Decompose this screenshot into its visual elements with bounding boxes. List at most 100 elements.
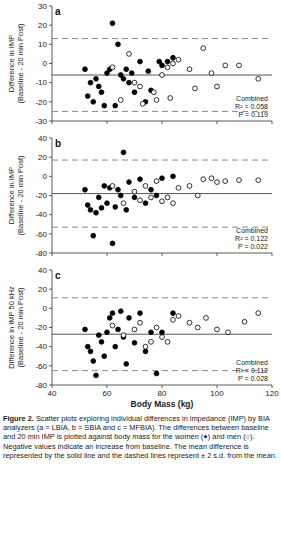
y-tick — [49, 101, 52, 102]
point — [83, 187, 88, 192]
point — [110, 311, 115, 316]
point — [171, 317, 176, 322]
point — [96, 84, 101, 89]
y-tick-label: 0 — [43, 172, 48, 181]
point — [176, 57, 181, 62]
point — [118, 98, 123, 103]
point — [149, 330, 154, 335]
x-tick — [107, 385, 108, 388]
point — [215, 84, 220, 89]
point — [165, 195, 170, 200]
point — [121, 76, 126, 81]
y-tick — [49, 63, 52, 64]
point — [102, 354, 107, 359]
point — [85, 94, 90, 99]
point — [124, 362, 129, 367]
point — [187, 184, 192, 189]
point — [256, 311, 261, 316]
point — [132, 327, 137, 332]
point — [105, 330, 110, 335]
point — [143, 201, 148, 206]
annotation: Combined — [236, 359, 268, 366]
x-tick — [162, 121, 163, 124]
point — [99, 339, 104, 344]
y-label: Difference in IMP(Baseline - 20 min Post… — [7, 23, 25, 104]
point — [146, 69, 151, 74]
point — [83, 327, 88, 332]
y-tick — [49, 121, 52, 122]
point — [138, 198, 143, 203]
mean-line — [52, 193, 272, 194]
y-tick-label: -80 — [35, 249, 47, 258]
y-tick — [49, 308, 52, 309]
point — [110, 21, 115, 26]
point — [154, 179, 159, 184]
y-tick — [49, 253, 52, 254]
y-tick-label: 20 — [38, 285, 47, 294]
upper-limit-line — [52, 160, 272, 161]
point — [127, 316, 132, 321]
x-tick — [162, 253, 163, 256]
y-tick-label: -60 — [35, 362, 47, 371]
y-tick-label: -40 — [35, 210, 47, 219]
point — [143, 344, 148, 349]
point — [237, 178, 242, 183]
point — [160, 63, 165, 68]
annotation: R² = 0.122 — [235, 235, 268, 242]
y-tick-label: 0 — [43, 59, 48, 68]
x-tick — [272, 121, 273, 124]
panel-label: a — [55, 6, 61, 17]
point — [138, 177, 143, 182]
y-tick — [49, 233, 52, 234]
y-tick — [49, 289, 52, 290]
point — [165, 59, 170, 64]
point — [118, 193, 123, 198]
point — [151, 90, 156, 95]
plot-area — [52, 21, 272, 112]
upper-limit-line — [52, 297, 272, 298]
point — [160, 330, 165, 335]
point — [91, 359, 96, 364]
point — [171, 55, 176, 60]
point — [138, 311, 143, 316]
point — [237, 63, 242, 68]
point — [149, 187, 154, 192]
y-tick-label: -80 — [35, 381, 47, 390]
point — [116, 42, 121, 47]
point — [127, 52, 132, 57]
point — [160, 176, 165, 181]
point — [132, 80, 137, 85]
point — [195, 325, 200, 330]
x-tick — [217, 121, 218, 124]
panel-label: c — [55, 270, 61, 281]
x-tick — [272, 385, 273, 388]
point — [113, 205, 118, 210]
y-tick — [49, 214, 52, 215]
point — [160, 73, 165, 78]
point — [215, 180, 220, 185]
y-tick — [49, 195, 52, 196]
caption-label: Figure 2. — [3, 414, 34, 423]
plot-area — [52, 298, 272, 378]
point — [105, 201, 110, 206]
y-tick-label: -20 — [35, 191, 47, 200]
point — [138, 84, 143, 89]
point — [171, 61, 176, 66]
x-tick — [162, 385, 163, 388]
point — [256, 178, 261, 183]
point — [85, 203, 90, 208]
x-tick-label: 40 — [48, 389, 57, 398]
point — [116, 187, 121, 192]
point — [256, 76, 261, 81]
point — [171, 311, 176, 316]
y-tick — [49, 44, 52, 45]
annotation: Combined — [236, 227, 268, 234]
y-tick-label: -20 — [35, 323, 47, 332]
point — [165, 65, 170, 70]
point — [215, 327, 220, 332]
point — [201, 177, 206, 182]
figure: -30-20-100102030Difference in IMP(Baseli… — [0, 0, 281, 410]
plot-area — [52, 150, 272, 246]
x-label: Body Mass (kg) — [131, 399, 194, 409]
point — [132, 195, 137, 200]
